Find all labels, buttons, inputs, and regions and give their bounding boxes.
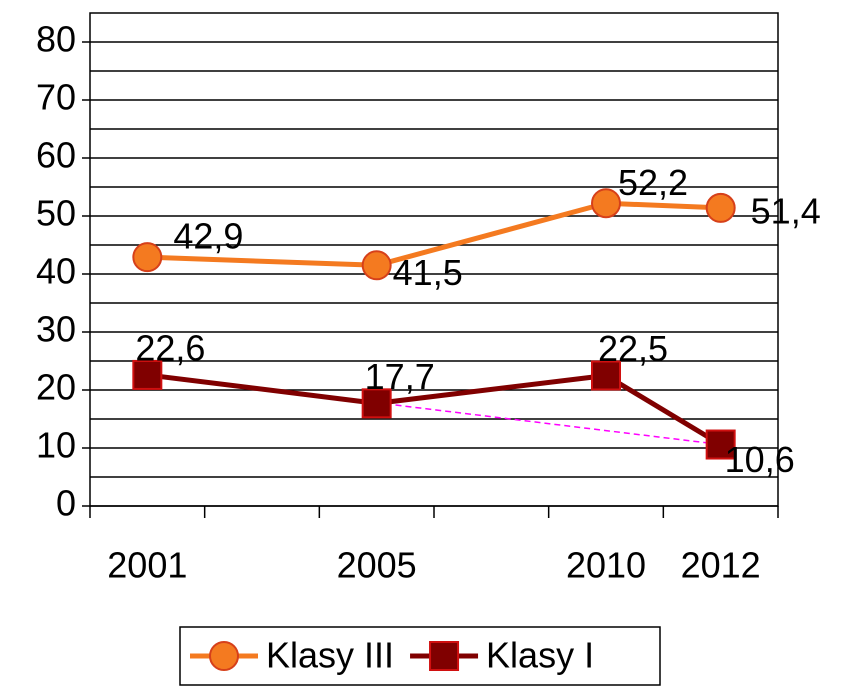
- y-tick-label: 30: [36, 309, 76, 350]
- series-line: [605, 200, 721, 211]
- data-label: 10,6: [725, 439, 795, 480]
- point: [591, 360, 621, 391]
- data-label: 41,5: [393, 252, 463, 293]
- point: [591, 188, 621, 219]
- y-tick-label: 50: [36, 193, 76, 234]
- series-line: [604, 373, 722, 447]
- y-tick-label: 80: [36, 19, 76, 60]
- series-line: [376, 373, 607, 406]
- x-tick-label: 2001: [107, 545, 187, 586]
- y-tick-label: 60: [36, 135, 76, 176]
- data-label: 22,6: [135, 327, 205, 368]
- point: [132, 242, 163, 273]
- y-tick-label: 0: [56, 483, 76, 524]
- series-line: [147, 254, 377, 268]
- data-label: 51,4: [751, 190, 821, 231]
- y-tick-label: 20: [36, 367, 76, 408]
- legend: Klasy III Klasy I: [179, 626, 661, 686]
- series-line: [376, 200, 607, 268]
- y-tick-label: 70: [36, 77, 76, 118]
- y-tick-label: 40: [36, 251, 76, 292]
- y-tick-label: 10: [36, 425, 76, 466]
- point: [361, 250, 392, 281]
- point: [361, 388, 392, 419]
- x-tick-label: 2005: [337, 545, 417, 586]
- data-label: 22,5: [598, 328, 668, 369]
- legend-label: Klasy I: [486, 635, 594, 676]
- point: [705, 192, 736, 223]
- x-tick-label: 2010: [566, 545, 646, 586]
- data-label: 52,2: [618, 162, 688, 203]
- series-line: [147, 372, 377, 406]
- legend-marker: [429, 641, 460, 671]
- data-label: 17,7: [365, 356, 435, 397]
- legend-label: Klasy III: [266, 635, 394, 676]
- point: [705, 429, 736, 460]
- legend-marker: [209, 641, 239, 671]
- point: [132, 359, 163, 390]
- data-label: 42,9: [173, 216, 243, 257]
- x-tick-label: 2012: [681, 545, 761, 586]
- trend-line: [147, 374, 721, 446]
